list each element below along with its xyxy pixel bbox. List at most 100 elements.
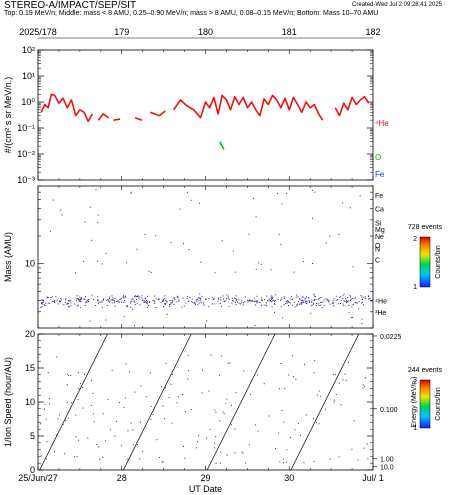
event-dot [54, 451, 55, 453]
date-tick-label: 29 [200, 473, 210, 483]
event-dot [135, 299, 137, 300]
element-label: Si [375, 221, 382, 228]
event-dot [275, 448, 277, 450]
event-dot [187, 378, 189, 380]
event-dot [337, 299, 339, 301]
event-dot [345, 379, 347, 381]
event-dot [319, 297, 321, 299]
event-dot [302, 261, 304, 262]
event-dot [272, 296, 273, 298]
event-dot [46, 296, 48, 298]
event-dot [296, 305, 298, 307]
event-dot [116, 301, 118, 302]
event-dot [79, 383, 81, 385]
event-dot [183, 243, 184, 245]
event-dot [164, 303, 166, 304]
event-dot [342, 303, 344, 305]
event-dot [352, 303, 354, 305]
event-dot [342, 295, 344, 297]
event-dot [358, 308, 360, 310]
event-dot [165, 302, 167, 304]
event-dot [93, 299, 95, 301]
event-dot [300, 303, 302, 305]
event-dot [163, 306, 165, 307]
event-dot [145, 297, 147, 299]
event-dot [43, 300, 44, 302]
event-dot [370, 299, 372, 301]
event-dot [82, 387, 84, 388]
event-dot [190, 409, 192, 410]
event-dot [220, 451, 222, 453]
y-tick-label: 10⁻¹ [17, 123, 35, 133]
event-dot [67, 306, 69, 307]
event-dot [224, 301, 225, 303]
event-dot [325, 408, 327, 410]
event-dot [295, 296, 297, 298]
event-dot [323, 304, 325, 306]
event-dot [267, 300, 269, 302]
event-dot [156, 439, 158, 441]
event-dot [45, 302, 47, 304]
event-dot [49, 398, 51, 400]
y-tick-label: 10² [22, 45, 35, 55]
event-dot [44, 404, 46, 406]
event-dot [200, 302, 202, 304]
event-dot [45, 458, 47, 460]
event-dot [335, 299, 337, 301]
event-dot [208, 298, 210, 300]
event-dot [223, 300, 225, 302]
colorbar-title: 244 events [408, 367, 443, 374]
event-dot [308, 302, 310, 303]
event-dot [306, 300, 308, 302]
event-dot [139, 304, 141, 306]
event-dot [300, 434, 301, 436]
event-dot [183, 305, 185, 307]
event-dot [362, 298, 364, 300]
event-dot [101, 306, 103, 308]
event-dot [198, 300, 200, 302]
event-dot [182, 394, 184, 395]
event-dot [305, 300, 307, 302]
event-dot [214, 447, 215, 449]
colorbar [419, 379, 431, 429]
event-dot [177, 296, 179, 298]
event-dot [120, 445, 122, 447]
event-dot [77, 372, 79, 374]
event-dot [114, 298, 116, 300]
element-label: C [375, 257, 380, 264]
event-dot [349, 295, 351, 297]
event-dot [117, 300, 119, 302]
event-dot [162, 405, 164, 407]
event-dot [289, 302, 291, 304]
event-dot [67, 302, 69, 304]
event-dot [59, 300, 61, 302]
panel-frame [37, 333, 374, 471]
event-dot [139, 296, 141, 298]
event-dot [246, 299, 248, 301]
event-dot [302, 296, 304, 298]
panel-frame [37, 185, 374, 329]
event-dot [98, 303, 99, 305]
event-dot [97, 222, 99, 224]
event-dot [231, 297, 233, 299]
event-dot [109, 301, 111, 303]
event-dot [338, 234, 340, 235]
event-dot [195, 304, 196, 306]
event-dot [105, 319, 107, 321]
event-dot [184, 411, 186, 413]
event-dot [60, 301, 61, 303]
event-dot [80, 306, 82, 308]
event-dot [361, 296, 363, 298]
event-dot [306, 303, 308, 304]
event-dot [108, 300, 110, 302]
event-dot [201, 392, 203, 394]
event-dot [363, 296, 365, 298]
event-dot [80, 298, 82, 300]
event-dot [217, 300, 219, 302]
energy-axis-label: Energy (MeV/n.) [411, 377, 418, 428]
event-dot [145, 396, 147, 398]
event-dot [165, 362, 167, 364]
series-line-he4 [173, 94, 324, 121]
event-dot [242, 304, 244, 306]
element-label: Fe [375, 193, 383, 200]
